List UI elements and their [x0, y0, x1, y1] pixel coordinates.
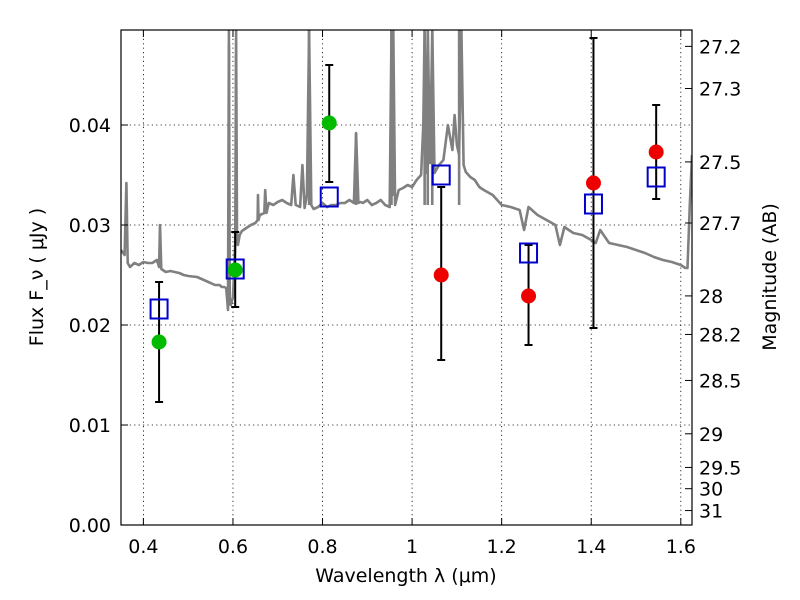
red-data-point	[433, 267, 449, 283]
plot-area	[121, 30, 692, 403]
model-square-point	[225, 258, 245, 280]
x-tick-label: 0.6	[218, 536, 248, 558]
plot-frame	[120, 29, 693, 526]
y2-axis-label: Magnitude (AB)	[759, 203, 781, 351]
spectrum-line	[121, 30, 692, 312]
grid-lines	[121, 30, 692, 525]
green-data-point	[321, 115, 337, 131]
y2-tick-label: 27.7	[699, 213, 741, 235]
y2-tick-label: 28	[699, 286, 723, 308]
y2-tick-label: 28.2	[699, 324, 741, 346]
y2-tick-label: 27.5	[699, 152, 741, 174]
y2-tick-label: 30	[699, 479, 723, 501]
red-data-point	[585, 175, 601, 191]
x-tick-label: 1.2	[487, 536, 517, 558]
x-tick-label: 1	[406, 536, 418, 558]
y2-tick-label: 31	[699, 501, 723, 523]
green-data-point	[227, 262, 243, 278]
y2-tick-label: 27.3	[699, 78, 741, 100]
x-tick-label: 0.4	[128, 536, 158, 558]
red-data-point	[648, 144, 664, 160]
model-square-point	[583, 193, 603, 215]
y2-tick-label: 29	[699, 424, 723, 446]
y2-tick-label: 28.5	[699, 370, 741, 392]
red-data-point	[521, 288, 537, 304]
y2-tick-label: 27.2	[699, 36, 741, 58]
y-tick-label: 0.00	[69, 515, 111, 537]
y-tick-label: 0.02	[69, 315, 111, 337]
y-tick-label: 0.04	[69, 115, 111, 137]
model-square-point	[149, 298, 169, 320]
y2-tick-label: 29.5	[699, 457, 741, 479]
x-tick-label: 0.8	[307, 536, 337, 558]
model-square-point	[646, 166, 666, 188]
y-tick-label: 0.01	[69, 415, 111, 437]
x-tick-label: 1.6	[666, 536, 696, 558]
y-tick-label: 0.03	[69, 215, 111, 237]
green-data-point	[151, 334, 167, 350]
y-axis-label: Flux F_ν ( μJy )	[26, 208, 48, 346]
model-square-point	[431, 164, 451, 186]
x-tick-label: 1.4	[576, 536, 606, 558]
model-square-point	[519, 242, 539, 264]
axis-ticks: 0.4 0.6 0.8 1 1.2 1.4 1.6 0.00 0.01 0.02 0.03 0.04 2…	[69, 30, 741, 558]
model-square-point	[319, 186, 339, 208]
x-axis-label: Wavelength λ (μm)	[315, 565, 496, 587]
